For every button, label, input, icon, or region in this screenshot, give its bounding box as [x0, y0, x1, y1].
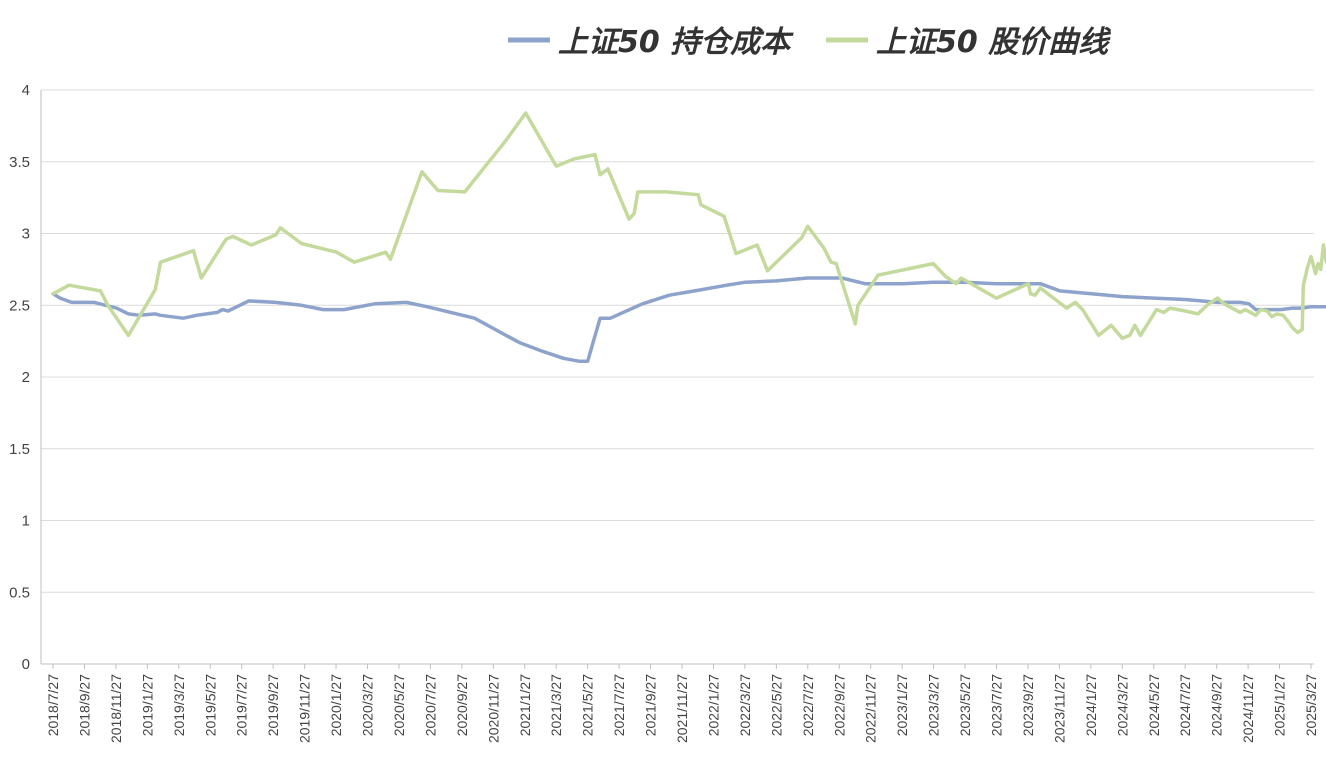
x-tick-label: 2019/9/27: [265, 674, 281, 736]
series-line-holding-cost: [51, 276, 1326, 363]
x-tick-label: 2019/11/27: [297, 674, 313, 743]
x-tick-label: 2021/9/27: [643, 674, 659, 736]
x-tick-label: 2020/5/27: [391, 674, 407, 736]
x-tick-label: 2023/5/27: [957, 674, 973, 736]
x-tick-label: 2021/7/27: [611, 674, 627, 736]
x-tick-label: 2025/1/27: [1272, 674, 1288, 736]
x-tick-label: 2022/7/27: [800, 674, 816, 736]
x-tick-label: 2022/11/27: [863, 674, 879, 743]
x-tick-label: 2024/7/27: [1177, 674, 1193, 736]
x-tick-label: 2023/3/27: [926, 674, 942, 736]
x-tick-label: 2024/5/27: [1146, 674, 1162, 736]
x-axis-ticks: 2018/7/27 2018/9/27 2018/11/27 2019/1/27 201…: [45, 664, 1319, 743]
x-tick-label: 2018/7/27: [45, 674, 61, 736]
x-tick-label: 2024/9/27: [1209, 674, 1225, 736]
x-tick-label: 2024/11/27: [1240, 674, 1256, 743]
series-lines: [51, 111, 1326, 363]
y-axis-ticks: 0 0.5 1 1.5 2 2.5 3 3.5 4: [9, 82, 30, 673]
y-tick-label: 2: [22, 369, 30, 386]
x-tick-label: 2020/7/27: [422, 674, 438, 736]
x-tick-label: 2019/1/27: [139, 674, 155, 736]
x-tick-label: 2019/3/27: [171, 674, 187, 736]
x-tick-label: 2024/3/27: [1114, 674, 1130, 736]
y-tick-label: 3.5: [9, 154, 30, 171]
y-tick-label: 3: [22, 226, 30, 243]
y-tick-label: 0: [22, 656, 30, 673]
y-tick-label: 2.5: [9, 297, 30, 314]
x-tick-label: 2020/9/27: [454, 674, 470, 736]
x-tick-label: 2025/3/27: [1303, 674, 1319, 736]
axes: [40, 90, 1314, 665]
x-tick-label: 2022/1/27: [705, 674, 721, 736]
x-tick-label: 2022/9/27: [831, 674, 847, 736]
y-tick-label: 0.5: [9, 584, 30, 601]
legend-label-price-curve: 上证50 股价曲线: [876, 25, 1112, 60]
y-tick-label: 4: [22, 82, 30, 99]
x-tick-label: 2021/5/27: [580, 674, 596, 736]
x-tick-label: 2021/11/27: [674, 674, 690, 743]
gridlines: [41, 89, 1314, 593]
x-tick-label: 2019/7/27: [234, 674, 250, 736]
x-tick-label: 2020/11/27: [485, 674, 501, 743]
x-tick-label: 2021/1/27: [517, 674, 533, 736]
x-tick-label: 2021/3/27: [548, 674, 564, 736]
series-line-price-curve: [51, 111, 1326, 341]
y-tick-label: 1.5: [9, 441, 30, 458]
x-tick-label: 2024/1/27: [1083, 674, 1099, 736]
x-tick-label: 2023/7/27: [989, 674, 1005, 736]
x-tick-label: 2023/9/27: [1020, 674, 1036, 736]
x-tick-label: 2023/1/27: [894, 674, 910, 736]
x-tick-label: 2018/9/27: [76, 674, 92, 736]
x-tick-label: 2019/5/27: [202, 674, 218, 736]
x-tick-label: 2020/3/27: [360, 674, 376, 736]
x-tick-label: 2020/1/27: [328, 674, 344, 736]
chart-legend: 上证50 持仓成本 上证50 股价曲线: [508, 25, 1112, 60]
x-tick-label: 2023/11/27: [1051, 674, 1067, 743]
y-tick-label: 1: [22, 513, 30, 530]
x-tick-label: 2022/3/27: [737, 674, 753, 736]
x-tick-label: 2018/11/27: [108, 674, 124, 743]
x-tick-label: 2022/5/27: [768, 674, 784, 736]
legend-label-holding-cost: 上证50 持仓成本: [558, 25, 794, 60]
